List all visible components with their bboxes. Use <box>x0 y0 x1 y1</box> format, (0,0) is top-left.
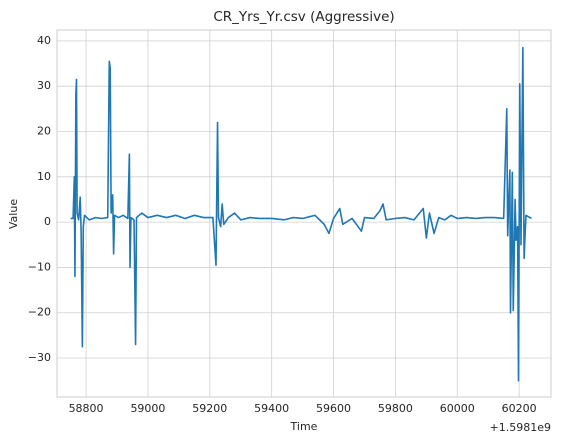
x-tick-label: 59200 <box>192 402 227 415</box>
x-tick-label: 59600 <box>316 402 351 415</box>
x-axis-label: Time <box>290 420 318 433</box>
x-tick-label: 59800 <box>378 402 413 415</box>
y-tick-label: 40 <box>37 34 51 47</box>
plot-frame <box>56 29 552 398</box>
y-tick-label: 30 <box>37 79 51 92</box>
y-axis-label: Value <box>7 199 20 229</box>
data-line <box>70 46 532 382</box>
y-tick-label: 20 <box>37 124 51 137</box>
y-tick-label: −30 <box>28 351 51 364</box>
chart-title: CR_Yrs_Yr.csv (Aggressive) <box>213 9 394 25</box>
x-tick-label: 60000 <box>440 402 475 415</box>
x-tick-label: 58800 <box>69 402 104 415</box>
y-tick-label: −20 <box>28 306 51 319</box>
y-tick-label: 0 <box>44 215 51 228</box>
x-offset-label: +1.5981e9 <box>490 421 551 434</box>
x-tick-label: 59000 <box>130 402 165 415</box>
x-tick-label: 59400 <box>254 402 289 415</box>
y-tick-label: −10 <box>28 260 51 273</box>
y-tick-label: 10 <box>37 170 51 183</box>
x-tick-label: 60200 <box>502 402 537 415</box>
